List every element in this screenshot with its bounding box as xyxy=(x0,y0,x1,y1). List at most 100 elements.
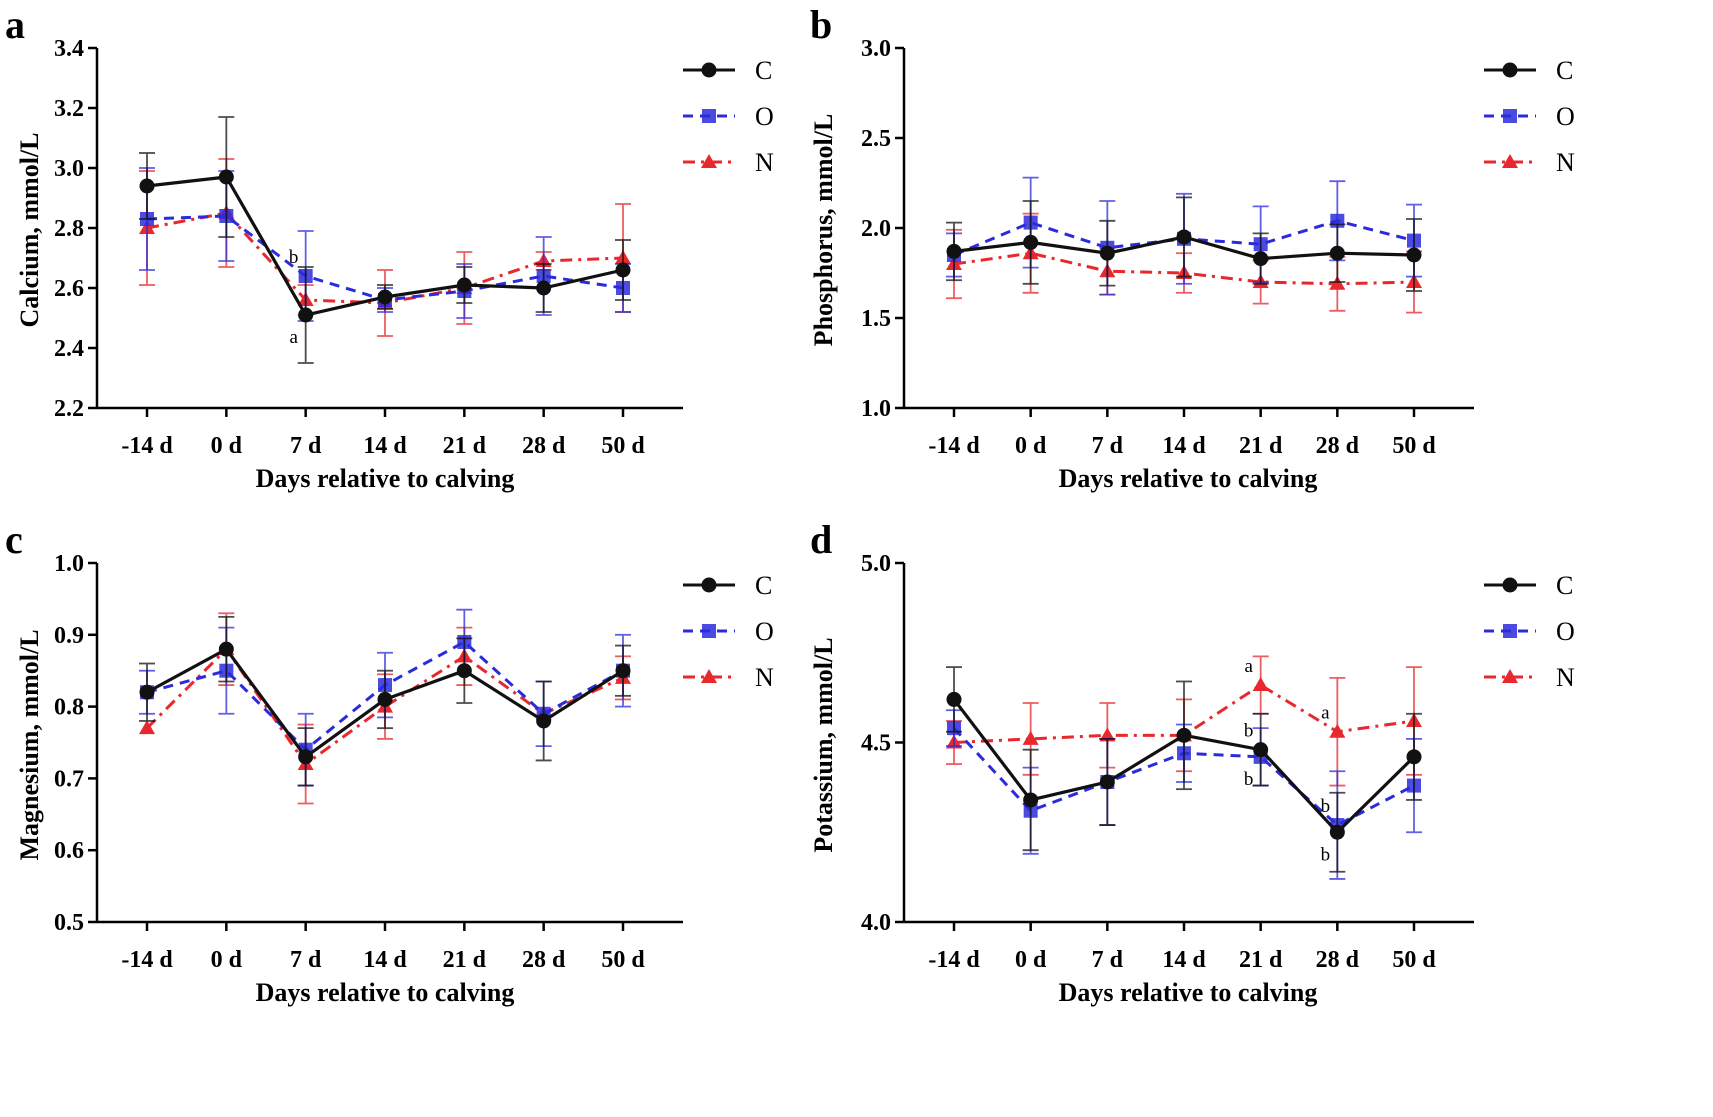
data-point-C xyxy=(1406,247,1422,263)
series-C xyxy=(946,666,1422,873)
y-axis-title: Phosphorus, mmol/L xyxy=(809,114,838,347)
x-tick-label: 7 d xyxy=(290,433,322,459)
y-tick-label: 1.0 xyxy=(54,551,84,577)
legend-label-C: C xyxy=(755,56,772,85)
x-tick-label: 7 d xyxy=(1092,433,1124,459)
series-C xyxy=(946,196,1422,292)
legend-marker-C xyxy=(1502,577,1518,593)
x-tick-label: 0 d xyxy=(211,433,243,459)
data-point-C xyxy=(1329,245,1345,261)
data-point-C xyxy=(1253,742,1269,758)
x-axis-title: Days relative to calving xyxy=(256,464,515,493)
data-point-C xyxy=(946,243,962,259)
data-point-C xyxy=(946,691,962,707)
x-tick-label: 7 d xyxy=(290,947,322,973)
x-tick-label: 50 d xyxy=(1392,433,1436,459)
data-point-C xyxy=(1253,251,1269,267)
data-point-C xyxy=(1023,792,1039,808)
data-point-C xyxy=(536,280,552,296)
y-axis-title: Potassium, mmol/L xyxy=(809,637,838,852)
significance-label: b xyxy=(289,247,299,268)
data-point-C xyxy=(615,262,631,278)
legend-label-C: C xyxy=(1556,56,1573,85)
data-point-C xyxy=(377,289,393,305)
data-point-C xyxy=(1176,229,1192,245)
y-tick-label: 3.0 xyxy=(861,36,891,62)
data-point-C xyxy=(536,713,552,729)
x-axis-title: Days relative to calving xyxy=(256,978,515,1007)
data-point-C xyxy=(615,663,631,679)
legend-marker-O xyxy=(702,624,716,638)
x-tick-label: 14 d xyxy=(1162,433,1206,459)
series-C xyxy=(139,116,631,364)
y-tick-label: 2.6 xyxy=(54,276,84,302)
legend: CON xyxy=(683,56,774,177)
legend-label-C: C xyxy=(1556,571,1573,600)
x-tick-label: 7 d xyxy=(1092,947,1124,973)
legend-label-O: O xyxy=(755,102,774,131)
x-tick-label: 28 d xyxy=(522,947,566,973)
y-tick-label: 0.8 xyxy=(54,695,84,721)
y-tick-label: 3.0 xyxy=(54,156,84,182)
x-axis-title: Days relative to calving xyxy=(1059,464,1318,493)
legend-marker-O xyxy=(1503,624,1517,638)
series-C xyxy=(139,615,631,787)
x-tick-label: 14 d xyxy=(1162,947,1206,973)
x-tick-label: 21 d xyxy=(1239,947,1283,973)
data-point-C xyxy=(298,307,314,323)
y-tick-label: 2.0 xyxy=(861,216,891,242)
panel-letter: d xyxy=(810,517,832,562)
y-tick-label: 1.5 xyxy=(861,306,891,332)
data-point-N xyxy=(1022,730,1039,745)
y-tick-label: 2.8 xyxy=(54,216,84,242)
x-tick-label: -14 d xyxy=(928,947,980,973)
y-tick-label: 1.0 xyxy=(861,396,891,422)
x-tick-label: 21 d xyxy=(443,433,487,459)
legend-label-O: O xyxy=(755,617,774,646)
data-point-C xyxy=(377,691,393,707)
y-tick-label: 3.2 xyxy=(54,96,84,122)
data-point-C xyxy=(456,277,472,293)
legend-label-N: N xyxy=(755,663,774,692)
significance-label: b xyxy=(1321,844,1331,865)
x-tick-label: 14 d xyxy=(363,947,407,973)
y-tick-label: 3.4 xyxy=(54,36,84,62)
x-tick-label: 50 d xyxy=(601,433,645,459)
x-tick-label: 28 d xyxy=(1316,433,1360,459)
y-tick-label: 5.0 xyxy=(861,551,891,577)
data-point-C xyxy=(298,749,314,765)
panel-letter: c xyxy=(5,517,23,562)
data-point-C xyxy=(1099,774,1115,790)
legend-marker-N xyxy=(1502,154,1518,168)
x-tick-label: 0 d xyxy=(1015,947,1047,973)
y-tick-label: 2.2 xyxy=(54,396,84,422)
chart-panel-b: b 1.0 1.5 2.0 2.5 3.0 -14 d 0 d 7 d 14 d 21 d 28 d 5… xyxy=(809,2,1575,493)
significance-label: a xyxy=(1321,703,1330,724)
x-tick-label: 21 d xyxy=(1239,433,1283,459)
y-tick-label: 0.7 xyxy=(54,766,84,792)
data-point-C xyxy=(1023,234,1039,250)
data-point-N xyxy=(1099,727,1116,742)
significance-label: a xyxy=(1244,656,1253,677)
data-point-N xyxy=(1252,677,1269,692)
legend-marker-N xyxy=(1502,669,1518,683)
data-point-C xyxy=(218,641,234,657)
data-point-C xyxy=(1099,245,1115,261)
legend-label-O: O xyxy=(1556,102,1575,131)
legend-label-C: C xyxy=(755,571,772,600)
data-point-C xyxy=(139,684,155,700)
legend: CON xyxy=(683,571,774,692)
data-point-C xyxy=(1329,824,1345,840)
x-tick-label: -14 d xyxy=(121,433,173,459)
x-tick-label: 50 d xyxy=(1392,947,1436,973)
y-tick-label: 0.6 xyxy=(54,838,84,864)
significance-label: a xyxy=(289,327,298,348)
chart-panel-a: a 2.2 2.4 2.6 2.8 3.0 3.2 3.4 -14 d 0 d 7 d 14 d 21 … xyxy=(5,2,774,493)
y-tick-label: 2.4 xyxy=(54,336,84,362)
legend: CON xyxy=(1484,571,1575,692)
legend-label-O: O xyxy=(1556,617,1575,646)
data-point-N xyxy=(139,720,155,735)
legend-marker-C xyxy=(701,577,717,593)
y-tick-label: 2.5 xyxy=(861,126,891,152)
